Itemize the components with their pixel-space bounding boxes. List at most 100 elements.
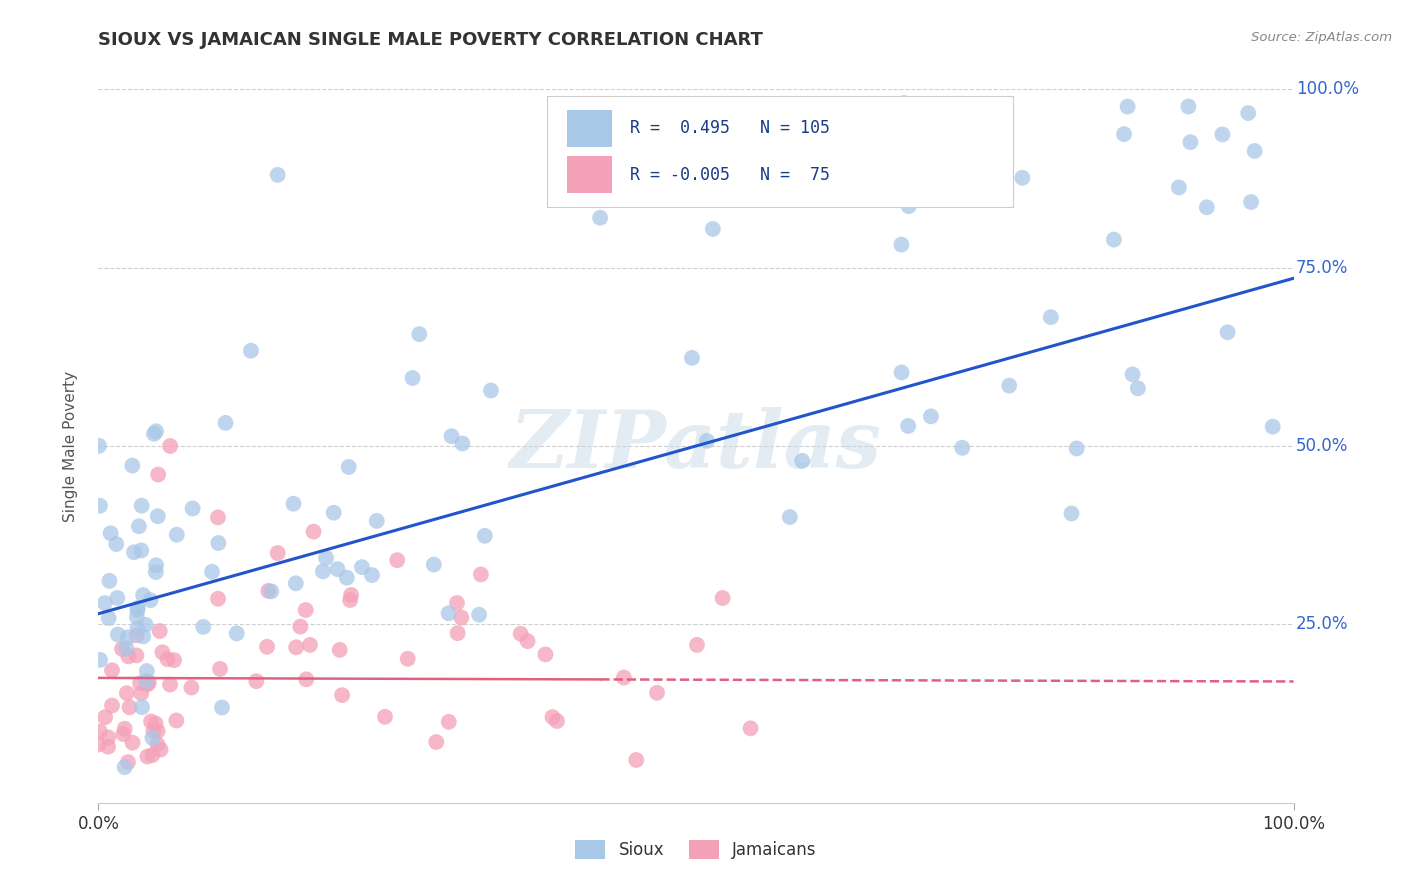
Point xyxy=(245,674,267,689)
Text: R =  0.495   N = 105: R = 0.495 N = 105 xyxy=(630,120,830,137)
Point xyxy=(94,596,117,610)
Point xyxy=(290,620,312,634)
Point xyxy=(97,739,120,754)
Point xyxy=(322,506,344,520)
Point xyxy=(111,641,134,656)
Point xyxy=(920,409,942,424)
Point xyxy=(131,700,153,714)
Point xyxy=(260,584,283,599)
Point xyxy=(401,371,423,385)
Legend: Sioux, Jamaicans: Sioux, Jamaicans xyxy=(568,833,824,866)
Point xyxy=(132,588,155,602)
Point xyxy=(149,624,172,638)
Point xyxy=(135,673,157,688)
Point xyxy=(114,722,136,736)
Point xyxy=(136,677,159,691)
Point xyxy=(284,576,307,591)
Point xyxy=(146,738,169,752)
Point xyxy=(1039,310,1062,325)
Point xyxy=(127,622,149,636)
Point xyxy=(681,351,703,365)
Point xyxy=(163,653,186,667)
Point xyxy=(159,677,181,691)
Point xyxy=(145,565,167,579)
Point xyxy=(207,591,229,606)
Point xyxy=(589,211,612,225)
Point xyxy=(509,627,531,641)
Point xyxy=(257,583,280,598)
Point xyxy=(146,724,169,739)
Point xyxy=(112,727,135,741)
Point xyxy=(94,710,117,724)
Point xyxy=(361,568,384,582)
Point xyxy=(468,607,491,622)
Point xyxy=(143,426,166,441)
Point xyxy=(87,738,110,752)
Point xyxy=(87,439,110,453)
Point xyxy=(181,501,204,516)
Point xyxy=(159,439,181,453)
Text: ZIPatlas: ZIPatlas xyxy=(510,408,882,484)
Point xyxy=(105,537,128,551)
Point xyxy=(1122,368,1144,382)
Point xyxy=(294,603,316,617)
Point xyxy=(118,700,141,714)
Point xyxy=(624,753,647,767)
Point xyxy=(122,545,145,559)
Point xyxy=(451,436,474,450)
Point xyxy=(780,118,803,132)
Point xyxy=(267,168,290,182)
Point xyxy=(779,510,801,524)
Text: 75.0%: 75.0% xyxy=(1296,259,1348,277)
Point xyxy=(211,700,233,714)
Point xyxy=(546,714,568,728)
Point xyxy=(89,499,111,513)
Point xyxy=(474,529,496,543)
Point xyxy=(115,641,138,656)
Point xyxy=(239,343,262,358)
Point xyxy=(100,526,122,541)
FancyBboxPatch shape xyxy=(547,96,1012,207)
Text: SIOUX VS JAMAICAN SINGLE MALE POVERTY CORRELATION CHART: SIOUX VS JAMAICAN SINGLE MALE POVERTY CO… xyxy=(98,31,763,49)
Point xyxy=(142,723,165,738)
Point xyxy=(1177,99,1199,113)
Point xyxy=(135,618,157,632)
Point xyxy=(682,111,704,125)
FancyBboxPatch shape xyxy=(567,156,612,194)
Point xyxy=(645,686,668,700)
Point xyxy=(696,434,718,448)
Point xyxy=(924,113,946,128)
Point xyxy=(897,419,920,434)
Point xyxy=(315,550,337,565)
Point xyxy=(146,509,169,524)
Point xyxy=(711,591,734,605)
Point xyxy=(256,640,278,654)
Point xyxy=(156,652,179,666)
Point xyxy=(98,574,121,588)
Point xyxy=(114,760,136,774)
Text: 100.0%: 100.0% xyxy=(1296,80,1360,98)
Point xyxy=(283,497,305,511)
Point xyxy=(339,593,361,607)
Point xyxy=(139,714,162,729)
Point xyxy=(890,365,912,379)
Point xyxy=(702,222,724,236)
Point xyxy=(193,620,215,634)
Text: R = -0.005   N =  75: R = -0.005 N = 75 xyxy=(630,166,830,184)
Point xyxy=(337,459,360,474)
Point xyxy=(1112,127,1135,141)
FancyBboxPatch shape xyxy=(567,110,612,147)
Point xyxy=(214,416,236,430)
Point xyxy=(145,425,167,439)
Point xyxy=(131,499,153,513)
Point xyxy=(326,562,349,576)
Point xyxy=(748,164,770,178)
Point xyxy=(89,653,111,667)
Point xyxy=(207,510,229,524)
Point xyxy=(541,710,564,724)
Point xyxy=(385,553,409,567)
Point xyxy=(1195,200,1218,214)
Point xyxy=(207,536,229,550)
Point xyxy=(285,640,308,655)
Point xyxy=(470,567,492,582)
